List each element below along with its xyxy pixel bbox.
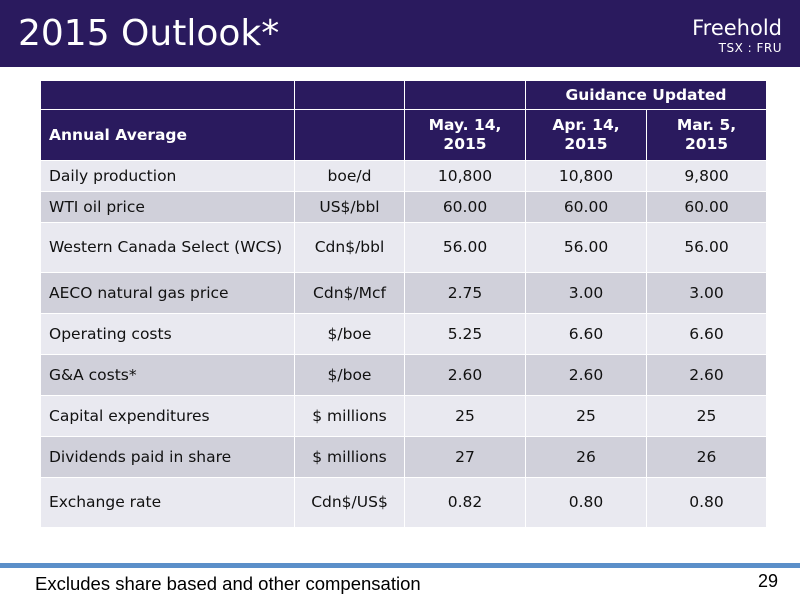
- row-label: Dividends paid in share: [40, 436, 295, 478]
- column-header-unit: [294, 109, 405, 161]
- footer-divider: [0, 563, 800, 568]
- guidance-table: Guidance Updated Annual Average May. 14,…: [40, 80, 768, 528]
- table-row: Operating costs $/boe 5.25 6.60 6.60: [40, 313, 768, 355]
- value-may-14: 2.75: [404, 272, 526, 314]
- row-label: Western Canada Select (WCS): [40, 222, 295, 273]
- header-cell-empty: [40, 80, 295, 110]
- row-label: Exchange rate: [40, 477, 295, 528]
- table-row: AECO natural gas price Cdn$/Mcf 2.75 3.00 3.…: [40, 272, 768, 314]
- row-label: Capital expenditures: [40, 395, 295, 437]
- value-mar-5: 56.00: [645, 222, 768, 273]
- column-header-mar-5: Mar. 5, 2015: [645, 109, 768, 161]
- column-header-may-14: May. 14, 2015: [404, 109, 526, 161]
- value-may-14: 27: [404, 436, 526, 478]
- row-label: G&A costs*: [40, 354, 295, 396]
- row-unit: $/boe: [294, 354, 405, 396]
- value-mar-5: 0.80: [645, 477, 768, 528]
- table-row: G&A costs* $/boe 2.60 2.60 2.60: [40, 354, 768, 396]
- row-unit: $ millions: [294, 395, 405, 437]
- row-label: Operating costs: [40, 313, 295, 355]
- value-apr-14: 0.80: [525, 477, 647, 528]
- row-unit: $ millions: [294, 436, 405, 478]
- value-may-14: 60.00: [404, 191, 526, 223]
- table-row: WTI oil price US$/bbl 60.00 60.00 60.00: [40, 191, 768, 223]
- row-unit: Cdn$/Mcf: [294, 272, 405, 314]
- row-unit: US$/bbl: [294, 191, 405, 223]
- row-label: Daily production: [40, 160, 295, 192]
- value-mar-5: 25: [645, 395, 768, 437]
- value-mar-5: 6.60: [645, 313, 768, 355]
- column-header-apr-14: Apr. 14, 2015: [525, 109, 647, 161]
- page-number: 29: [757, 571, 778, 591]
- row-unit: $/boe: [294, 313, 405, 355]
- value-mar-5: 2.60: [645, 354, 768, 396]
- value-may-14: 2.60: [404, 354, 526, 396]
- value-apr-14: 2.60: [525, 354, 647, 396]
- value-may-14: 25: [404, 395, 526, 437]
- row-unit: Cdn$/US$: [294, 477, 405, 528]
- table-column-header-row: Annual Average May. 14, 2015 Apr. 14, 20…: [40, 109, 768, 161]
- value-may-14: 56.00: [404, 222, 526, 273]
- table-row: Capital expenditures $ millions 25 25 25: [40, 395, 768, 437]
- table-row: Western Canada Select (WCS) Cdn$/bbl 56.00…: [40, 222, 768, 273]
- row-unit: Cdn$/bbl: [294, 222, 405, 273]
- value-mar-5: 3.00: [645, 272, 768, 314]
- guidance-updated-header: Guidance Updated: [524, 80, 768, 110]
- header-cell-empty: [294, 80, 405, 110]
- brand-logo: Freehold TSX : FRU: [692, 16, 782, 56]
- value-mar-5: 26: [645, 436, 768, 478]
- value-apr-14: 60.00: [525, 191, 647, 223]
- value-apr-14: 10,800: [525, 160, 647, 192]
- value-may-14: 5.25: [404, 313, 526, 355]
- value-apr-14: 25: [525, 395, 647, 437]
- value-mar-5: 9,800: [645, 160, 768, 192]
- row-unit: boe/d: [294, 160, 405, 192]
- value-apr-14: 56.00: [525, 222, 647, 273]
- row-label: WTI oil price: [40, 191, 295, 223]
- header-cell-empty: [404, 80, 526, 110]
- value-mar-5: 60.00: [645, 191, 768, 223]
- table-row: Daily production boe/d 10,800 10,800 9,800: [40, 160, 768, 192]
- column-header-annual-average: Annual Average: [40, 109, 295, 161]
- value-apr-14: 6.60: [525, 313, 647, 355]
- table-group-header-row: Guidance Updated: [40, 80, 768, 110]
- brand-ticker: TSX : FRU: [718, 41, 782, 55]
- table-row: Dividends paid in share $ millions 27 26 26: [40, 436, 768, 478]
- brand-name: Freehold: [692, 16, 782, 40]
- value-apr-14: 3.00: [525, 272, 647, 314]
- value-may-14: 10,800: [404, 160, 526, 192]
- value-apr-14: 26: [525, 436, 647, 478]
- slide-title: 2015 Outlook*: [18, 13, 280, 54]
- row-label: AECO natural gas price: [40, 272, 295, 314]
- slide-header: 2015 Outlook* Freehold TSX : FRU: [0, 0, 800, 67]
- table-body: Daily production boe/d 10,800 10,800 9,800 WT…: [40, 160, 768, 528]
- footnote: Excludes share based and other compensat…: [35, 573, 421, 594]
- value-may-14: 0.82: [404, 477, 526, 528]
- table-row: Exchange rate Cdn$/US$ 0.82 0.80 0.80: [40, 477, 768, 528]
